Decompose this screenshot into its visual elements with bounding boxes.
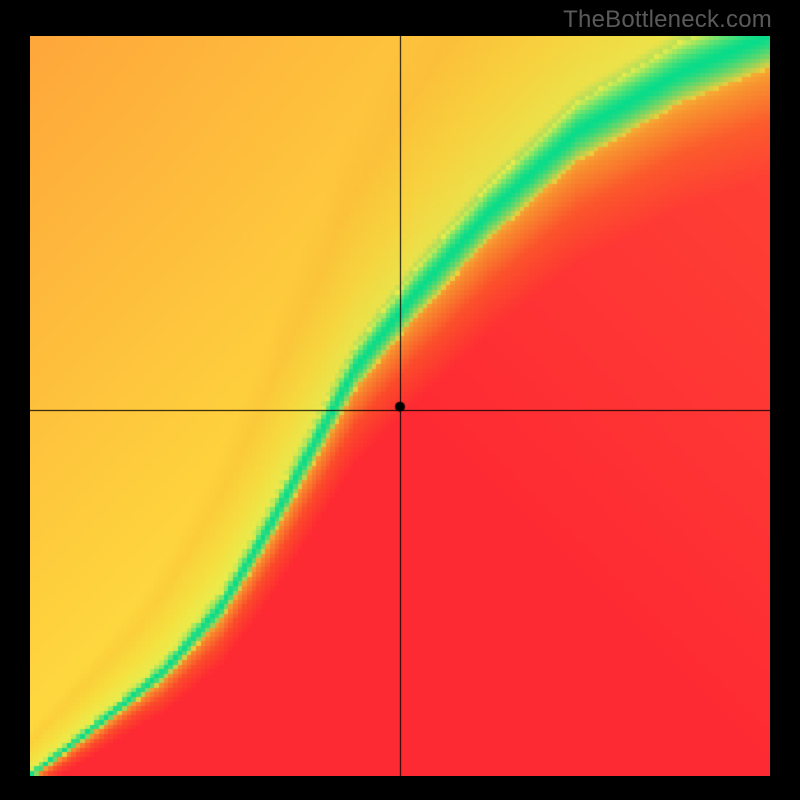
watermark-label: TheBottleneck.com xyxy=(563,6,772,34)
heatmap-canvas xyxy=(30,36,770,776)
chart-frame: TheBottleneck.com xyxy=(0,0,800,800)
heatmap-plot xyxy=(30,36,770,770)
